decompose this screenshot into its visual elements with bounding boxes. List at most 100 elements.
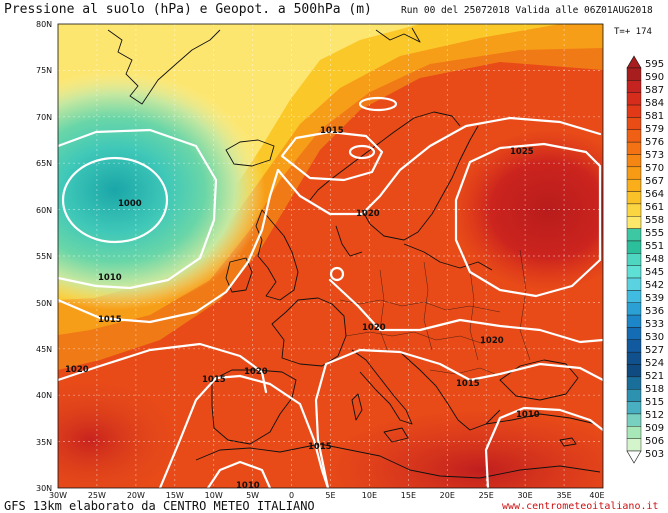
lat-label: 65N <box>36 159 52 168</box>
legend-swatches <box>626 67 642 452</box>
isobar-label: 1015 <box>320 126 344 136</box>
website-link[interactable]: www.centrometeoitaliano.it <box>502 501 659 512</box>
coast-ireland <box>225 257 253 293</box>
legend-swatch <box>626 314 642 328</box>
coast-africa <box>195 443 601 479</box>
coast-france <box>271 297 347 367</box>
isobar-label: 1010 <box>98 273 122 283</box>
legend-label: 503 <box>645 449 664 460</box>
legend-label: 548 <box>645 254 664 265</box>
legend-label: 581 <box>645 111 664 122</box>
isobar-1015-iceland <box>280 130 384 182</box>
lon-label: 20E <box>440 491 455 500</box>
legend-swatch <box>626 376 642 390</box>
legend-label: 558 <box>645 215 664 226</box>
border-6 <box>519 249 531 361</box>
latitude-axis: 80N 75N 70N 65N 60N 55N 50N 45N 40N 35N … <box>36 20 52 493</box>
legend-swatch <box>626 389 642 402</box>
lon-label: 20W <box>127 491 145 500</box>
isobar-label: 1015 <box>202 375 226 385</box>
coast-sicily <box>383 427 409 443</box>
graticule <box>58 24 603 488</box>
legend-swatch <box>626 67 642 81</box>
isobar-labels: 1000 1010 1015 1015 1020 1020 1020 1025 … <box>65 126 540 491</box>
border-5 <box>469 269 479 361</box>
isobar-label: 1020 <box>480 336 504 346</box>
legend-label: 561 <box>645 202 664 213</box>
legend-label: 518 <box>645 384 664 395</box>
isobar-label: 1000 <box>118 199 142 209</box>
borders <box>339 249 531 377</box>
legend-swatch <box>626 80 642 93</box>
coast-balkans <box>399 351 501 431</box>
lon-label: 35E <box>556 491 571 500</box>
legend-swatch <box>626 413 642 427</box>
lon-label: 25W <box>88 491 106 500</box>
legend-swatch <box>626 203 642 217</box>
isobar-1000 <box>61 156 169 244</box>
isobar-1010-south <box>206 460 272 488</box>
lon-label: 5E <box>325 491 335 500</box>
legend-swatch <box>626 117 642 130</box>
map-title: Pressione al suolo (hPa) e Geopot. a 500… <box>4 2 372 17</box>
legend-label: 545 <box>645 267 664 278</box>
legend-swatch <box>626 240 642 254</box>
coast-italy <box>351 349 413 425</box>
legend-swatch <box>626 178 642 192</box>
lon-label: 40E <box>589 491 604 500</box>
legend-swatch <box>626 351 642 365</box>
high-pressure-core-east <box>453 130 603 290</box>
legend-label: 515 <box>645 397 664 408</box>
border-4 <box>423 261 433 351</box>
lon-label: 5W <box>246 491 259 500</box>
legend-swatch <box>626 339 642 353</box>
coast-iceland <box>225 139 275 167</box>
isobar-1015-iberia <box>238 374 330 488</box>
legend-label: 512 <box>645 410 664 421</box>
legend-swatch <box>626 302 642 316</box>
legend-swatch <box>626 327 642 341</box>
legend-bottom-arrow <box>626 450 642 464</box>
isobar-1015-italy <box>314 348 603 488</box>
lat-label: 45N <box>36 345 52 354</box>
legend-label: 595 <box>645 59 664 70</box>
legend-label: 576 <box>645 137 664 148</box>
legend-swatch <box>626 141 642 155</box>
isobar-label: 1020 <box>356 209 380 219</box>
coast-norway <box>309 111 461 201</box>
lon-label: 10E <box>362 491 377 500</box>
isobar-1020-central <box>328 278 603 344</box>
legend-label: 584 <box>645 98 664 109</box>
coast-sardinia <box>351 393 363 421</box>
lat-label: 50N <box>36 299 52 308</box>
legend-label: 524 <box>645 358 664 369</box>
legend-label: 536 <box>645 306 664 317</box>
legend-swatch <box>626 265 642 279</box>
coast-denmark <box>335 225 363 257</box>
lon-label: 0 <box>289 491 294 500</box>
isobar-1015-west <box>58 168 280 324</box>
legend-swatch <box>626 216 642 229</box>
legend-swatch <box>626 92 642 106</box>
lat-label: 70N <box>36 113 52 122</box>
coast-blacksea <box>499 359 579 401</box>
isobar-label: 1010 <box>236 481 260 491</box>
legend-label: 579 <box>645 124 664 135</box>
coast-svalbard <box>375 27 421 43</box>
isobar-1020-north <box>276 116 602 216</box>
legend-swatch <box>626 166 642 180</box>
isobar-label: 1020 <box>65 365 89 375</box>
legend-top-arrow <box>626 55 642 69</box>
lat-label: 60N <box>36 206 52 215</box>
coast-cyprus <box>559 437 577 447</box>
lat-label: 80N <box>36 20 52 29</box>
border-7 <box>429 367 501 377</box>
legend-swatch <box>626 290 642 303</box>
legend-label: 555 <box>645 228 664 239</box>
coast-baltic <box>403 243 493 271</box>
isobar-label: 1025 <box>510 147 534 157</box>
coast-iberia <box>211 369 297 445</box>
isobar-1015-norwegian <box>358 96 398 112</box>
legend-label: 542 <box>645 280 664 291</box>
